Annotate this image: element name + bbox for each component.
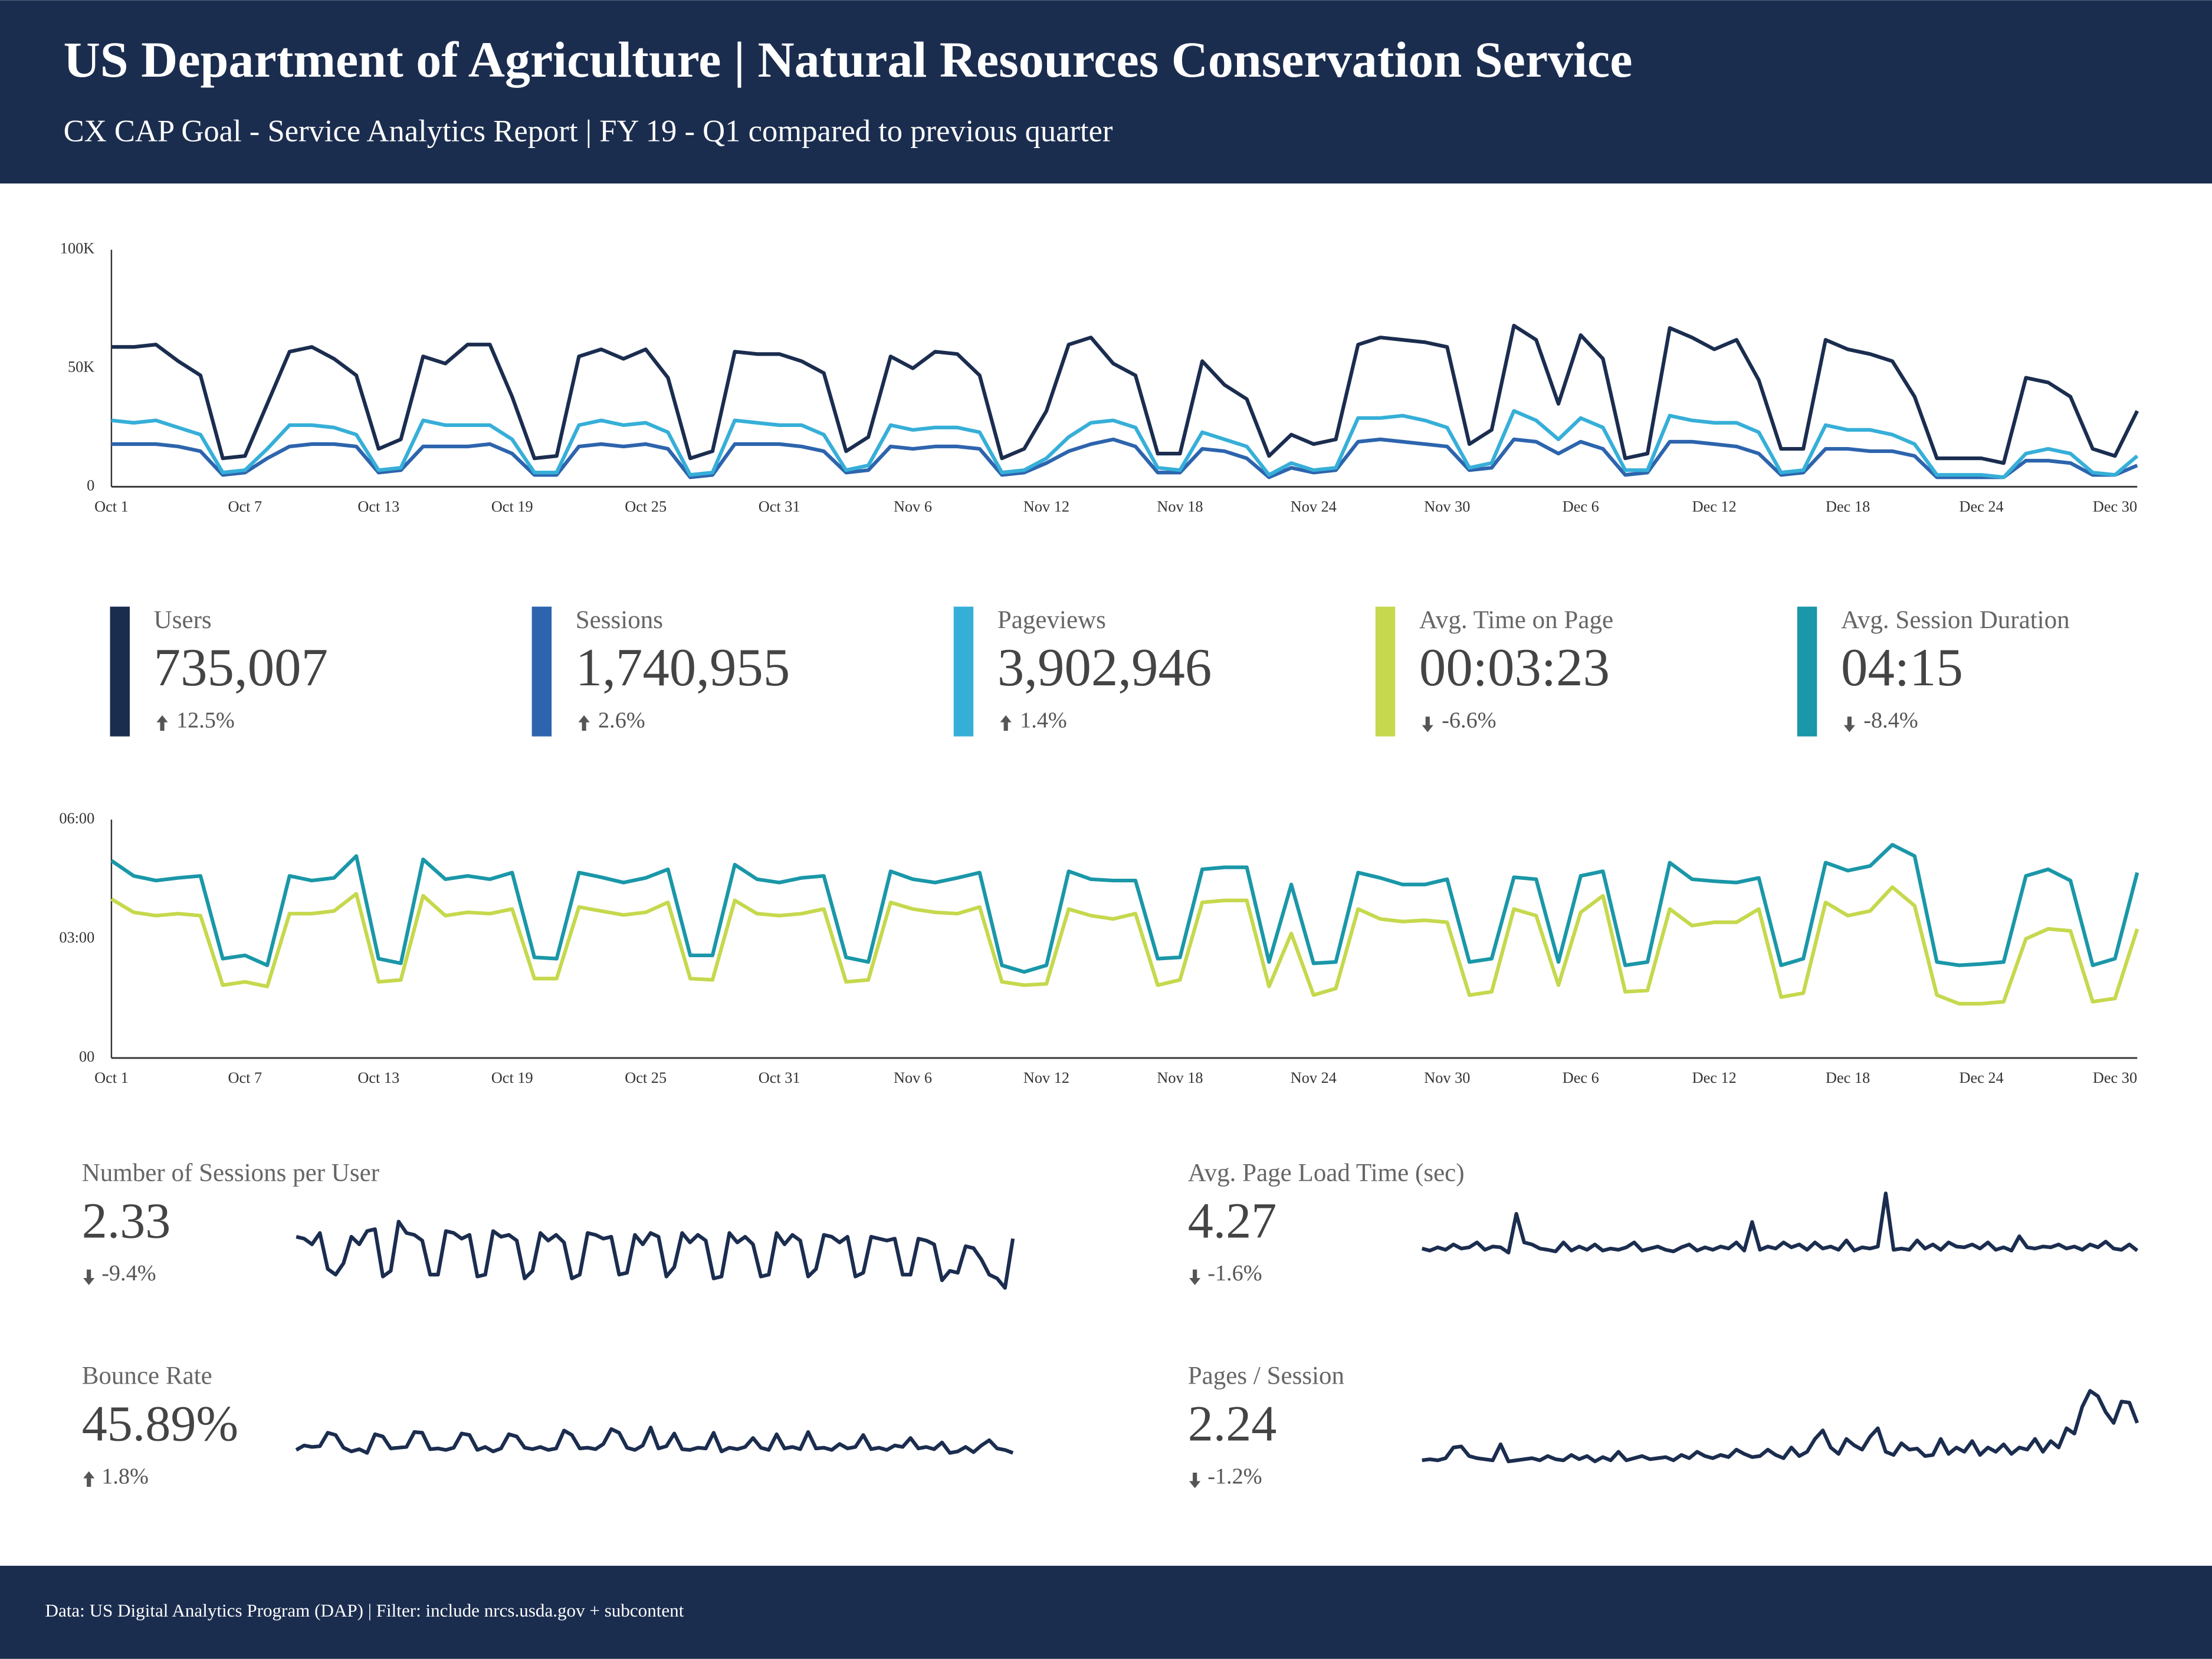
x-tick-label: Nov 12 [1023, 1069, 1069, 1086]
x-tick-label: Nov 6 [894, 498, 932, 515]
x-tick-label: Dec 6 [1563, 498, 1599, 515]
kpi-color-bar [953, 606, 974, 737]
kpi-color-bar [110, 606, 130, 737]
x-tick-label: Dec 18 [1826, 498, 1870, 515]
page-subtitle: CX CAP Goal - Service Analytics Report |… [64, 114, 1113, 149]
metric-title: Number of Sessions per User [82, 1159, 379, 1187]
change-arrow [1189, 1269, 1201, 1285]
x-tick-label: Nov 30 [1424, 498, 1470, 515]
metric-value: 2.24 [1188, 1395, 1277, 1452]
change-arrow [83, 1269, 95, 1285]
footer-text: Data: US Digital Analytics Program (DAP)… [45, 1600, 684, 1621]
x-tick-label: Dec 18 [1826, 1069, 1870, 1086]
y-tick-label: 0 [87, 477, 94, 494]
x-tick-label: Oct 13 [357, 1069, 399, 1086]
kpi-label: Users [154, 606, 212, 634]
kpi-value: 00:03:23 [1419, 638, 1610, 697]
x-tick-label: Dec 30 [2093, 498, 2137, 515]
kpi-change: -6.6% [1442, 708, 1496, 733]
x-tick-label: Oct 25 [625, 498, 667, 515]
metric-value: 2.33 [82, 1192, 171, 1249]
metric-title: Bounce Rate [82, 1362, 212, 1390]
metric-value: 45.89% [82, 1395, 238, 1452]
change-arrow [1189, 1473, 1201, 1489]
x-tick-label: Dec 24 [1959, 1069, 2003, 1086]
x-tick-label: Oct 25 [625, 1069, 667, 1086]
metric-change: -1.6% [1207, 1261, 1262, 1286]
x-tick-label: Oct 13 [357, 498, 399, 515]
series-line [110, 885, 2139, 1006]
kpi-change-arrow [1422, 717, 1433, 732]
kpi-color-bar [1797, 606, 1817, 737]
x-tick-label: Dec 30 [2093, 1069, 2137, 1086]
x-tick-label: Oct 19 [491, 498, 533, 515]
kpi-change: 1.4% [1020, 708, 1067, 733]
y-tick-label: 06:00 [59, 810, 94, 827]
sparkline [1421, 1191, 2139, 1255]
metric-title: Pages / Session [1188, 1362, 1344, 1390]
kpi-value: 3,902,946 [997, 638, 1212, 697]
kpi-color-bar [1375, 606, 1396, 737]
x-tick-label: Oct 31 [759, 1069, 800, 1086]
x-tick-label: Nov 18 [1157, 1069, 1203, 1086]
x-tick-label: Nov 6 [894, 1069, 932, 1086]
x-tick-label: Oct 1 [94, 498, 129, 515]
x-tick-label: Oct 7 [228, 498, 262, 515]
sparkline [1422, 1389, 2139, 1464]
x-tick-label: Nov 18 [1157, 498, 1203, 515]
x-tick-label: Dec 6 [1563, 1069, 1599, 1086]
series-line [110, 843, 2139, 974]
x-tick-label: Oct 19 [491, 1069, 533, 1086]
page-title: US Department of Agriculture | Natural R… [64, 31, 1633, 88]
change-arrow [83, 1471, 95, 1487]
y-tick-label: 00 [79, 1048, 94, 1065]
y-tick-label: 100K [60, 240, 94, 257]
kpi-label: Pageviews [997, 606, 1106, 634]
x-tick-label: Nov 12 [1023, 498, 1069, 515]
kpi-change: 2.6% [598, 708, 645, 733]
series-line [111, 324, 2139, 465]
x-tick-label: Oct 31 [759, 498, 800, 515]
x-tick-label: Nov 30 [1424, 1069, 1470, 1086]
kpi-change-arrow [578, 715, 590, 731]
sparkline [295, 1425, 1014, 1455]
kpi-change-arrow [1000, 715, 1012, 731]
metric-title: Avg. Page Load Time (sec) [1188, 1159, 1465, 1187]
metric-change: -1.2% [1207, 1464, 1262, 1489]
x-tick-label: Nov 24 [1291, 1069, 1337, 1086]
x-tick-label: Nov 24 [1291, 498, 1337, 515]
kpi-label: Sessions [576, 606, 663, 634]
kpi-label: Avg. Time on Page [1419, 606, 1613, 634]
x-tick-label: Oct 7 [228, 1069, 262, 1086]
x-tick-label: Oct 1 [94, 1069, 129, 1086]
kpi-change-arrow [1843, 717, 1855, 732]
kpi-value: 1,740,955 [576, 638, 790, 697]
footer-band [0, 1565, 2212, 1659]
kpi-change-arrow [156, 715, 168, 731]
kpi-label: Avg. Session Duration [1841, 606, 2070, 634]
kpi-value: 04:15 [1841, 638, 1963, 697]
series-line [111, 437, 2138, 479]
header-band [0, 0, 2212, 184]
kpi-change: 12.5% [176, 708, 235, 733]
metric-change: 1.8% [101, 1464, 149, 1489]
x-tick-label: Dec 24 [1959, 498, 2003, 515]
series-line [111, 409, 2139, 479]
metric-change: -9.4% [101, 1261, 156, 1286]
kpi-color-bar [531, 606, 552, 737]
metric-value: 4.27 [1188, 1192, 1277, 1249]
y-tick-label: 03:00 [59, 929, 94, 946]
y-tick-label: 50K [68, 358, 94, 375]
x-tick-label: Dec 12 [1692, 1069, 1737, 1086]
kpi-value: 735,007 [154, 638, 328, 697]
sparkline [296, 1220, 1015, 1290]
kpi-change: -8.4% [1863, 708, 1918, 733]
x-tick-label: Dec 12 [1692, 498, 1737, 515]
